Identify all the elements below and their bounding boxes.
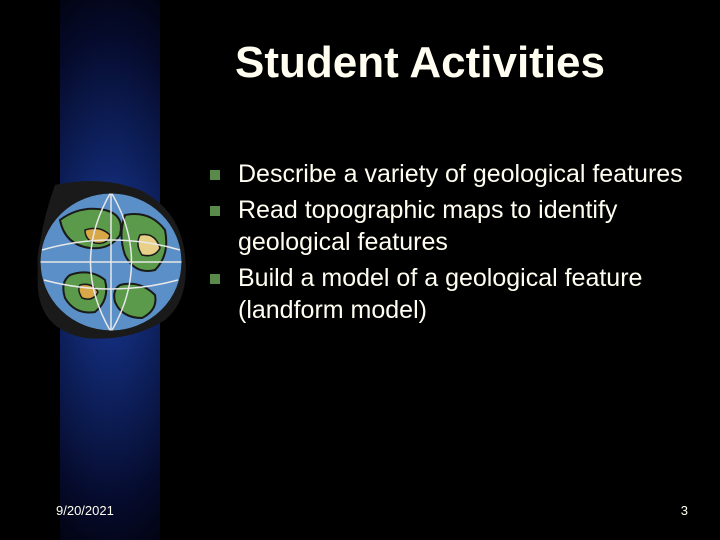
slide: Student Activities	[0, 0, 720, 540]
list-item: Read topographic maps to identify geolog…	[210, 194, 685, 258]
list-item: Describe a variety of geological feature…	[210, 158, 685, 190]
bullet-list: Describe a variety of geological feature…	[210, 158, 685, 330]
list-item: Build a model of a geological feature (l…	[210, 262, 685, 326]
slide-title: Student Activities	[140, 38, 700, 88]
globe-clipart	[30, 180, 192, 342]
bullet-marker-icon	[210, 206, 220, 216]
bullet-marker-icon	[210, 274, 220, 284]
bullet-text: Describe a variety of geological feature…	[238, 158, 683, 190]
bullet-text: Read topographic maps to identify geolog…	[238, 194, 685, 258]
footer-date: 9/20/2021	[56, 503, 114, 518]
bullet-marker-icon	[210, 170, 220, 180]
bullet-text: Build a model of a geological feature (l…	[238, 262, 685, 326]
globe-icon	[30, 180, 192, 342]
footer-page-number: 3	[681, 503, 688, 518]
